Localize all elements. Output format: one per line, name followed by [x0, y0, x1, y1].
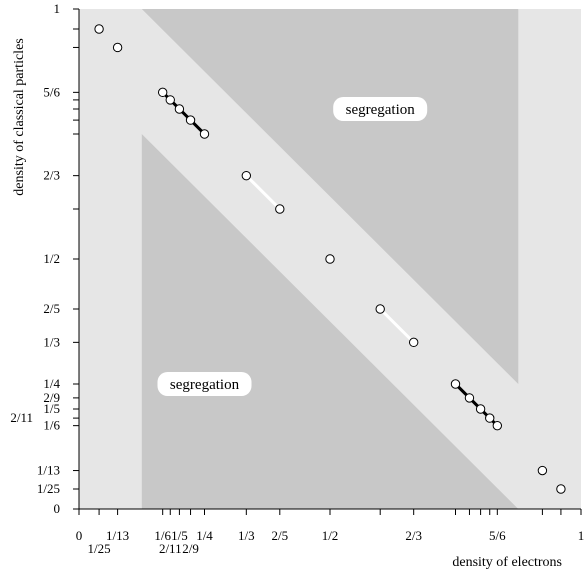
region-label-box	[333, 97, 428, 121]
y-tick-label: 1/25	[37, 481, 60, 496]
y-tick-label: 2/11	[10, 410, 33, 425]
x-tick-label: 1/2	[322, 528, 339, 543]
data-point	[174, 104, 185, 114]
y-tick-label: 1/6	[43, 418, 60, 433]
x-tick-label: 2/5	[271, 528, 288, 543]
data-point	[408, 337, 419, 348]
corner-region-top-right	[518, 9, 581, 447]
x-tick-label: 2/3	[405, 528, 422, 543]
y-tick-label: 0	[54, 501, 61, 516]
data-point	[537, 465, 548, 476]
data-point	[464, 393, 475, 403]
region-label-box	[157, 372, 252, 396]
x-tick-label: 1/13	[106, 528, 129, 543]
data-point	[199, 129, 210, 139]
x-tick-label: 1/3	[238, 528, 255, 543]
y-tick-label: 1	[54, 1, 61, 16]
axes: 01/251/13 1/62/111/52/91/4 1/3 2/5 1/2 2/3 5/6…	[10, 1, 584, 556]
data-points	[94, 24, 566, 494]
data-point	[475, 404, 486, 414]
x-tick-label: 1/6	[154, 528, 171, 543]
data-point	[556, 484, 566, 494]
region-label: segregation	[346, 102, 416, 118]
y-tick-label: 1/4	[43, 376, 60, 391]
data-point	[157, 87, 168, 98]
y-tick-label: 1/2	[43, 251, 60, 266]
data-point	[492, 420, 503, 431]
x-tick-label: 5/6	[489, 528, 506, 543]
y-axis-title: density of classical particles	[12, 38, 27, 195]
y-tick-label: 1/3	[43, 334, 60, 349]
y-tick-label: 1/13	[37, 463, 60, 478]
data-point	[241, 170, 252, 181]
data-point	[112, 42, 123, 53]
y-tick-label: 5/6	[43, 84, 60, 99]
data-point	[325, 254, 335, 264]
connector-segment	[379, 307, 415, 344]
data-point	[450, 379, 461, 389]
x-tick-label: 0	[76, 528, 83, 543]
y-tick-label: 1/5	[43, 401, 60, 416]
x-tick-label: 1/25	[88, 541, 111, 556]
region-label: segregation	[170, 377, 240, 393]
corner-region-bottom-left	[79, 71, 142, 509]
data-point	[375, 304, 385, 314]
data-point	[165, 95, 175, 105]
x-tick-label: 1/5	[171, 528, 188, 543]
region-labels: segregation segregation	[157, 97, 428, 396]
x-tick-label: 1	[578, 528, 584, 543]
connector-segment	[245, 174, 281, 211]
data-point	[185, 115, 196, 125]
data-point	[94, 24, 104, 34]
y-tick-label: 2/5	[43, 301, 60, 316]
y-tick-label: 2/9	[43, 390, 60, 405]
x-tick-label: 2/9	[182, 541, 199, 556]
data-point	[485, 413, 495, 423]
data-point	[275, 204, 285, 214]
y-tick-label: 2/3	[43, 168, 60, 183]
x-tick-label: 1/4	[196, 528, 213, 543]
x-axis-title: density of electrons	[452, 555, 562, 570]
x-tick-label: 2/11	[159, 541, 182, 556]
